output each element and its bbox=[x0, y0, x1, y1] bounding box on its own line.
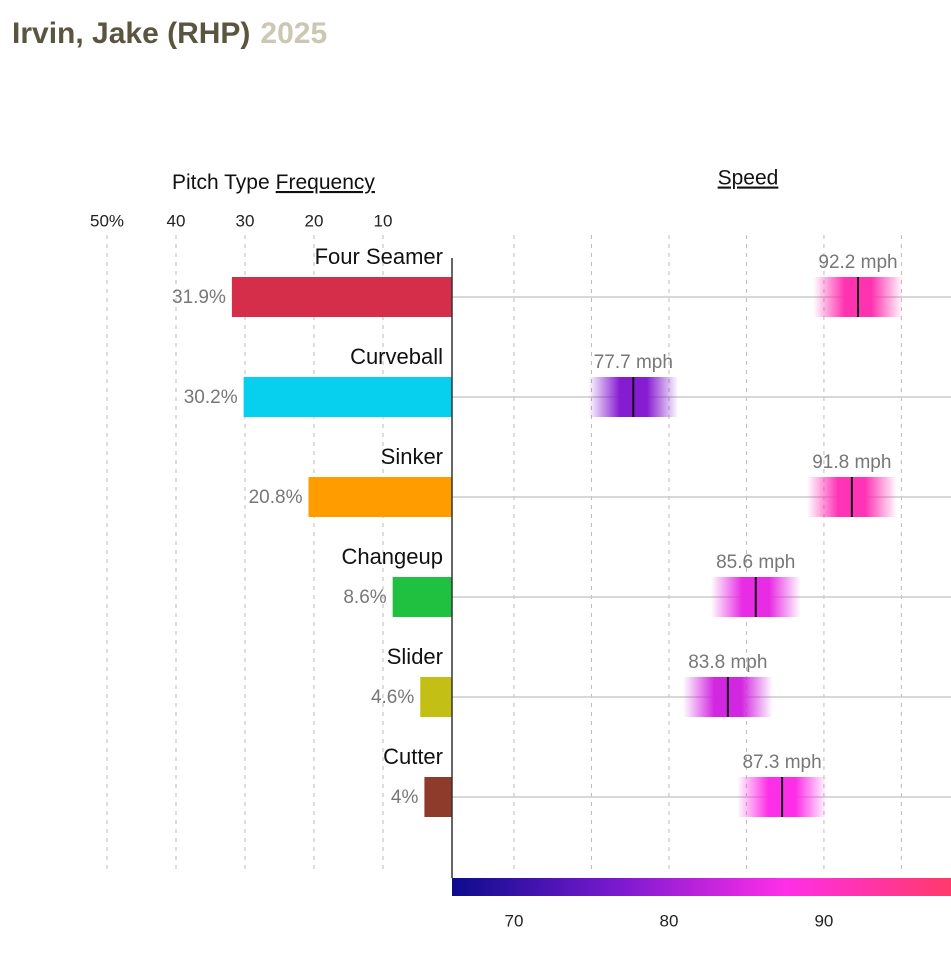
value-label: 20.8% bbox=[249, 487, 303, 508]
value-label: 4.6% bbox=[371, 687, 414, 708]
x-tick-label: 70 bbox=[505, 911, 524, 930]
value-label: 91.8 mph bbox=[812, 452, 891, 473]
x-tick-label: 40 bbox=[167, 211, 186, 230]
bar bbox=[243, 377, 452, 417]
value-label: 87.3 mph bbox=[742, 752, 821, 773]
value-label: 83.8 mph bbox=[688, 652, 767, 673]
x-tick-label: 20 bbox=[305, 211, 324, 230]
frequency-title: Pitch Type Frequency bbox=[172, 171, 375, 194]
value-label: 85.6 mph bbox=[716, 552, 795, 573]
x-tick-label: 10 bbox=[374, 211, 393, 230]
frequency-title-text: Pitch Type bbox=[172, 171, 270, 194]
bar bbox=[420, 677, 452, 717]
x-tick-label: 30 bbox=[236, 211, 255, 230]
player-title: Irvin, Jake (RHP) 2025 bbox=[12, 17, 327, 50]
speed-title[interactable]: Speed bbox=[718, 167, 779, 190]
x-tick-label: 50% bbox=[90, 211, 124, 230]
colorbar bbox=[452, 878, 951, 896]
category-label: Slider bbox=[387, 644, 443, 669]
category-label: Curveball bbox=[350, 344, 443, 369]
season: 2025 bbox=[260, 17, 327, 50]
value-label: 8.6% bbox=[343, 587, 386, 608]
category-label: Four Seamer bbox=[315, 244, 443, 269]
bar bbox=[231, 277, 452, 317]
bar bbox=[424, 777, 452, 817]
bar bbox=[308, 477, 452, 517]
category-label: Sinker bbox=[381, 444, 443, 469]
value-label: 4% bbox=[391, 787, 419, 808]
category-label: Changeup bbox=[341, 544, 443, 569]
player-name: Irvin, Jake (RHP) bbox=[12, 17, 250, 50]
value-label: 31.9% bbox=[172, 287, 226, 308]
frequency-title-link[interactable]: Frequency bbox=[276, 171, 376, 194]
value-label: 92.2 mph bbox=[818, 252, 897, 273]
x-tick-label: 90 bbox=[814, 911, 833, 930]
value-label: 30.2% bbox=[184, 387, 238, 408]
category-label: Cutter bbox=[383, 744, 443, 769]
bar bbox=[392, 577, 452, 617]
x-tick-label: 80 bbox=[659, 911, 678, 930]
value-label: 77.7 mph bbox=[594, 352, 673, 373]
